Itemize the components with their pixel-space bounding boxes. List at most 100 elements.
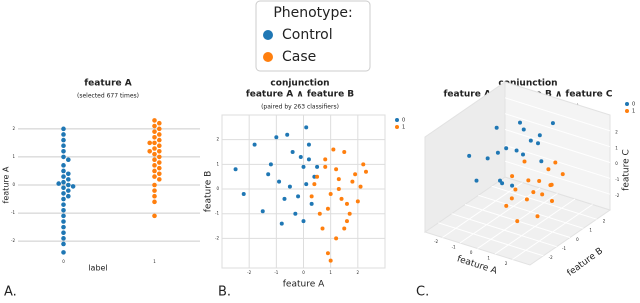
data-point [290,150,295,155]
data-point [347,211,352,216]
data-point [152,140,157,146]
legend-label: 0 [632,102,635,108]
data-point [528,138,533,143]
data-point [537,179,542,183]
data-point [363,169,368,174]
x-tick-label: 1 [487,255,490,260]
data-point [285,132,290,137]
data-point [152,174,157,179]
data-point [56,181,61,186]
chart-title: feature A ∧ feature B [246,90,354,100]
data-point [301,219,306,224]
y-axis-label: feature A [2,166,11,203]
data-point [539,159,544,164]
legend-marker [625,109,629,113]
data-point [312,182,317,187]
grid-line [504,97,611,132]
data-point [536,141,540,146]
data-point [152,199,157,205]
y-tick-label: 1 [589,228,592,233]
y-tick-label: 2 [12,126,15,131]
data-point [317,211,322,216]
data-point [152,118,157,123]
legend-label: Case [282,49,316,65]
data-point [494,125,499,130]
data-point [152,129,157,134]
data-point [70,184,76,189]
x-tick-label: 2 [505,261,508,266]
legend-marker [395,118,399,122]
y-tick-label: -2 [215,235,219,240]
data-point [152,123,157,129]
data-point [152,168,157,174]
data-point [61,137,66,143]
y-tick-label: 0 [216,186,219,191]
data-point [66,182,71,188]
x-tick-label: 1 [329,270,332,275]
data-point [535,214,540,219]
data-point [61,224,66,230]
data-point [550,199,554,204]
grid-line [438,222,544,257]
data-point [344,219,349,224]
data-point [323,164,328,169]
data-point [157,143,162,148]
data-point [304,125,309,130]
x-axis-label: feature A [283,280,325,290]
data-point [342,226,347,231]
data-point [358,184,363,189]
data-point [344,201,349,206]
data-point [268,162,273,167]
data-point [157,120,162,126]
data-point [61,207,66,213]
data-point [157,165,162,171]
data-point [334,167,339,172]
data-point [560,172,565,177]
data-point [157,154,162,160]
z-tick-label: -1 [615,177,619,182]
data-point [342,150,347,155]
data-point [510,183,515,188]
data-point [157,132,162,137]
chart-title: feature A [84,79,131,89]
data-point [61,250,66,255]
x-tick-label: -1 [274,270,278,275]
data-point [524,197,529,202]
data-point [325,206,330,211]
data-point [309,201,314,206]
data-point [61,241,66,247]
data-point [277,179,282,184]
x-tick-label: 0 [62,259,65,264]
z-tick-label: 2 [615,129,618,134]
data-point [467,153,472,158]
data-point [306,157,311,162]
grid-line [478,194,584,229]
panel-label: A. [4,285,17,300]
y-tick-label: 1 [216,161,219,166]
data-point [66,188,71,193]
data-point [540,192,545,197]
data-point [504,146,509,151]
data-point [152,134,157,140]
data-point [152,188,157,193]
x-tick-label: -2 [247,270,251,275]
data-point [61,185,66,191]
data-point [339,196,344,201]
data-point [61,202,66,207]
data-point [531,190,536,195]
chart-title: conjunction [498,79,557,89]
data-point [61,219,66,224]
x-axis-label: label [88,264,107,273]
data-point [521,152,525,157]
data-point [279,221,284,226]
x-tick-label: 1 [153,259,156,264]
grid-line [504,160,611,195]
data-point [287,184,292,189]
legend-marker [395,125,399,129]
data-point [495,150,500,155]
data-point [518,120,522,125]
legend-marker [625,102,629,106]
data-point [474,178,479,183]
data-point [61,163,66,168]
